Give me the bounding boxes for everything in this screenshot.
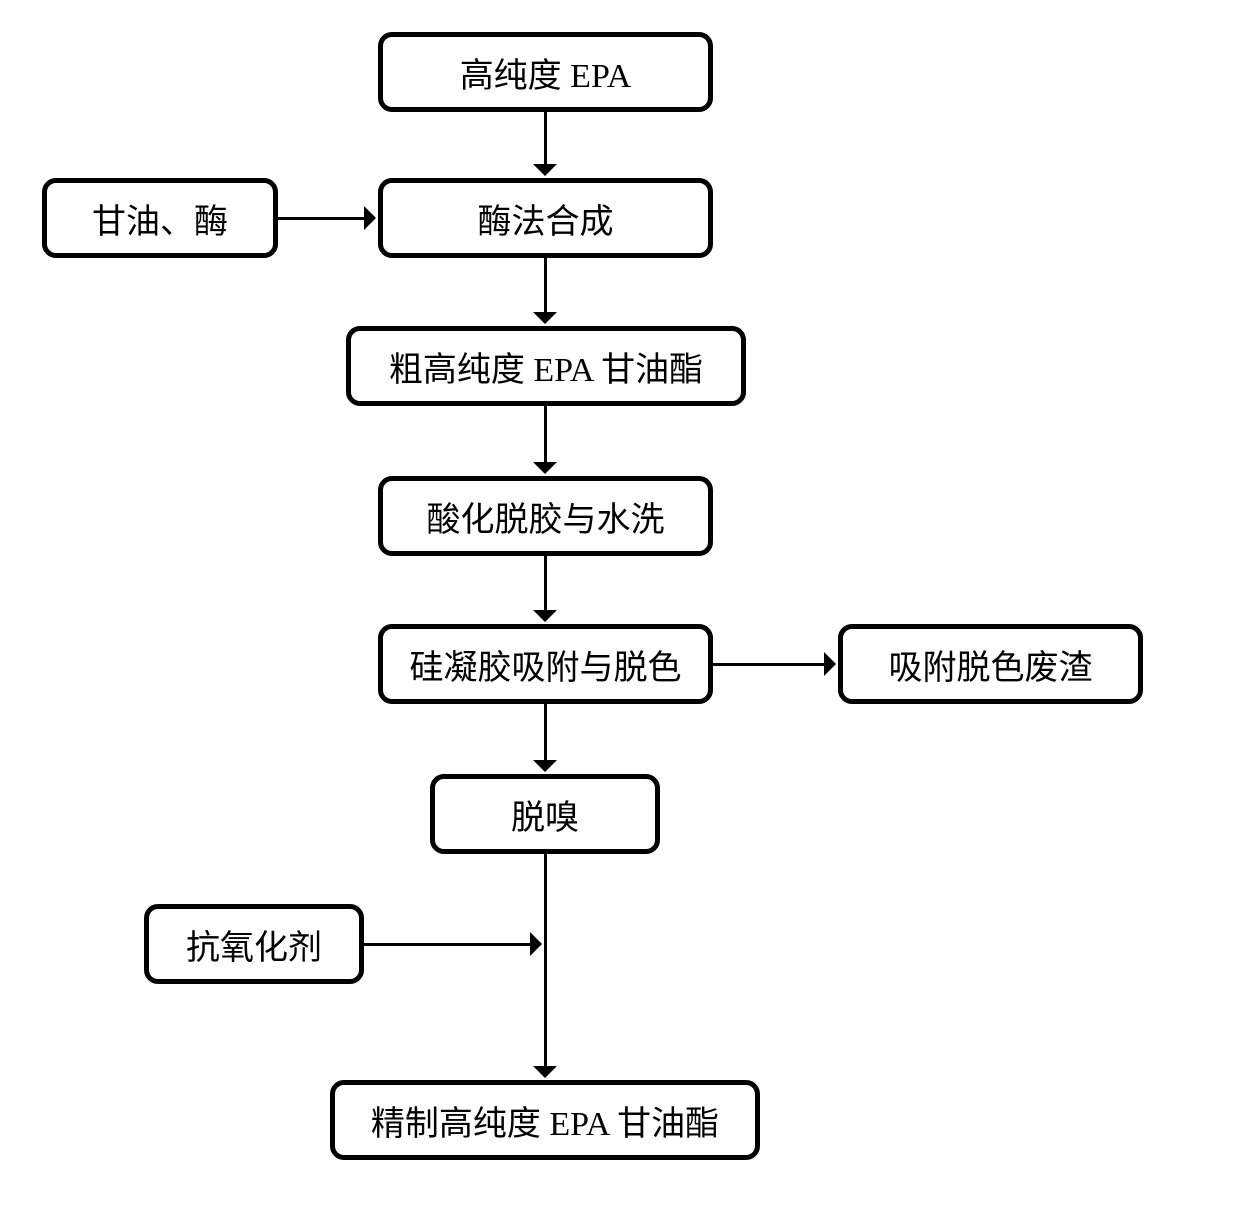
arrow-line — [544, 854, 547, 1066]
arrow-line — [544, 704, 547, 760]
arrow-line — [364, 943, 530, 946]
flow-node-n9: 抗氧化剂 — [144, 904, 364, 984]
flow-node-n7: 吸附脱色废渣 — [838, 624, 1143, 704]
arrow-head — [533, 1066, 557, 1078]
arrow-head — [824, 652, 836, 676]
flow-node-n2: 甘油、酶 — [42, 178, 278, 258]
arrow-line — [544, 112, 547, 164]
flow-node-n8: 脱嗅 — [430, 774, 660, 854]
arrow-line — [713, 663, 824, 666]
arrow-head — [533, 164, 557, 176]
arrow-line — [544, 406, 547, 462]
arrow-head — [530, 932, 542, 956]
flow-node-n1: 高纯度 EPA — [378, 32, 713, 112]
arrow-head — [533, 462, 557, 474]
flow-node-n10: 精制高纯度 EPA 甘油酯 — [330, 1080, 760, 1160]
flow-node-n3: 酶法合成 — [378, 178, 713, 258]
flow-node-n5: 酸化脱胶与水洗 — [378, 476, 713, 556]
flow-node-n4: 粗高纯度 EPA 甘油酯 — [346, 326, 746, 406]
arrow-line — [544, 556, 547, 610]
arrow-head — [533, 610, 557, 622]
arrow-line — [544, 258, 547, 312]
arrow-head — [364, 206, 376, 230]
arrow-head — [533, 312, 557, 324]
arrow-head — [533, 760, 557, 772]
arrow-line — [278, 217, 364, 220]
flow-node-n6: 硅凝胶吸附与脱色 — [378, 624, 713, 704]
